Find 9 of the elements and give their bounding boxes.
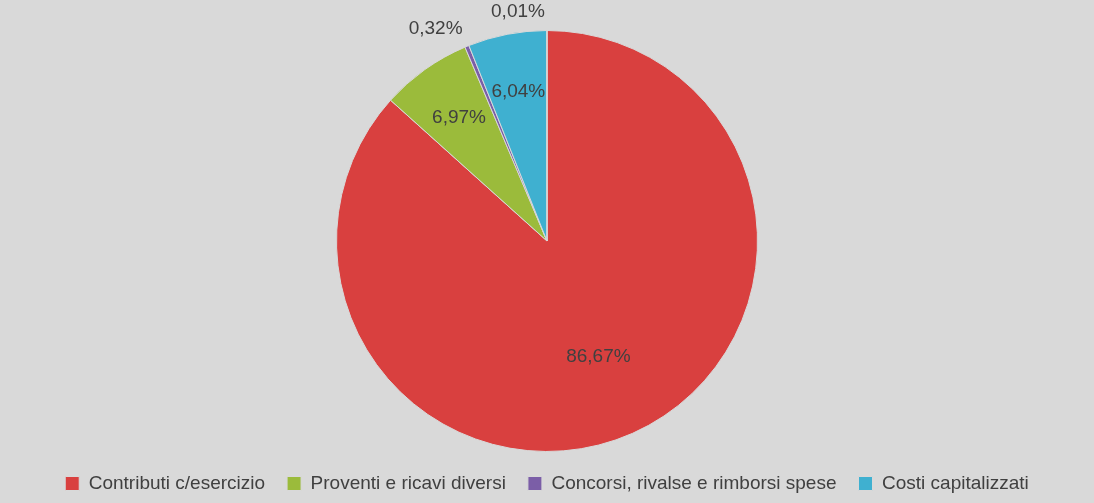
data-label: 86,67% [566,344,631,366]
data-label: 6,04% [491,80,546,102]
data-label: 0,01% [491,0,546,22]
legend-label: Concorsi, rivalse e rimborsi spese [551,471,837,493]
legend-label: Contributi c/esercizio [88,471,266,493]
legend-label: Proventi e ricavi diversi [310,471,506,493]
legend-label: Costi capitalizzati [882,471,1029,493]
data-label: 0,32% [408,16,463,38]
data-label: 6,97% [432,105,487,127]
